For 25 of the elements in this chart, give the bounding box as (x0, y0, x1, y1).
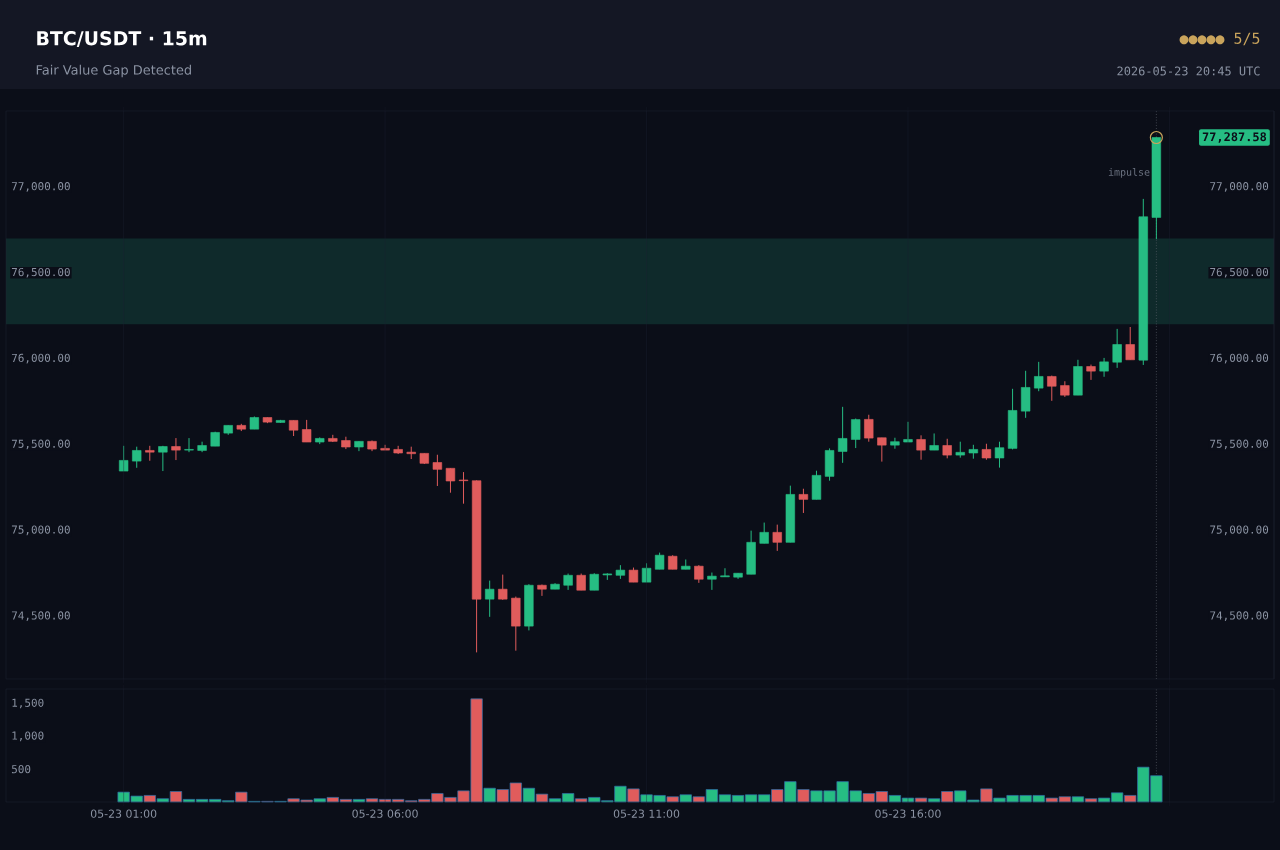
chart-title: BTC/USDT · 15m (37, 31, 207, 47)
y-tick-label: 76,000.00 (11, 353, 70, 364)
y2-tick-label: 74,500.00 (1210, 611, 1269, 621)
text: ●●●●● 5/5 (1179, 32, 1260, 46)
y-tick-label: 500 (11, 765, 31, 774)
y-tick-label: 75,500.00 (11, 439, 70, 450)
chart-subtitle: Fair Value Gap Detected (36, 64, 191, 78)
y2-tick-label: 75,000.00 (1210, 525, 1269, 536)
y2-tick-label: 76,500.00 (1210, 267, 1269, 278)
y-tick-label: 77,000.00 (11, 182, 70, 192)
annotation: 77,287.58 (1202, 132, 1267, 143)
text: 2026-05-23 20:45 UTC (1117, 66, 1260, 76)
y2-tick-label: 77,000.00 (1210, 182, 1269, 192)
annotation: impulse (1108, 168, 1150, 178)
y-tick-label: 1,000 (12, 731, 44, 742)
x-tick-label: 05-23 11:00 (613, 809, 680, 818)
x-tick-label: 05-23 06:00 (352, 809, 418, 818)
y-tick-label: 75,000.00 (11, 525, 70, 536)
y-tick-label: 1,500 (12, 698, 44, 709)
y-tick-label: 76,500.00 (11, 267, 70, 278)
x-tick-label: 05-23 16:00 (875, 809, 941, 818)
y2-tick-label: 75,500.00 (1210, 439, 1269, 450)
y2-tick-label: 76,000.00 (1210, 353, 1269, 364)
x-tick-label: 05-23 01:00 (90, 809, 157, 818)
y-tick-label: 74,500.00 (11, 611, 70, 621)
